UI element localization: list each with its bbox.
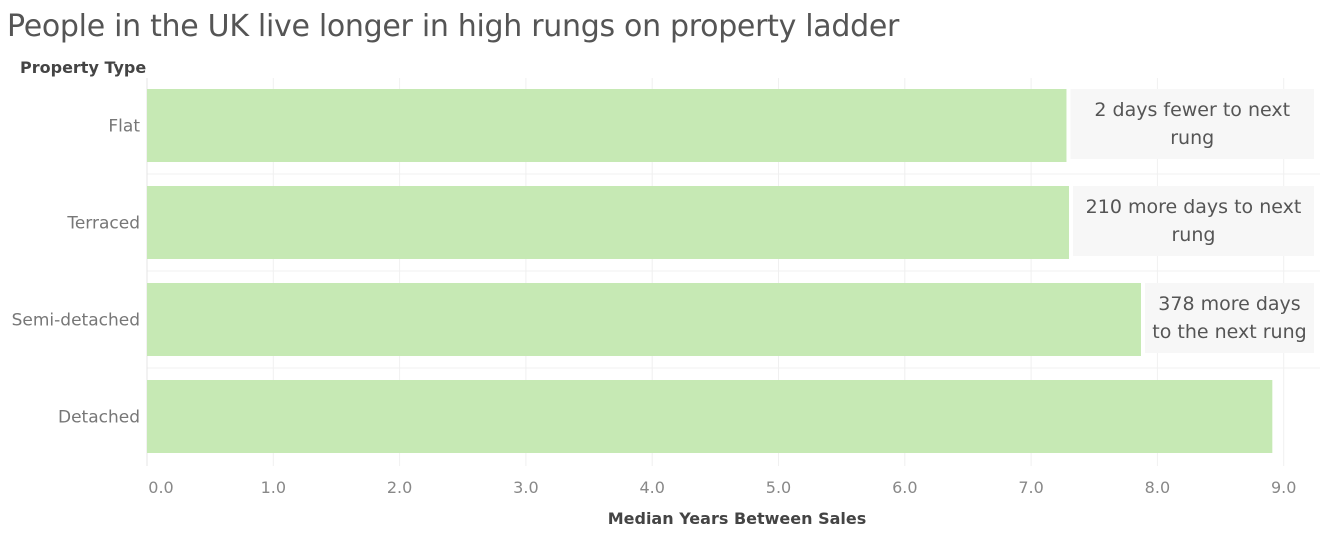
annotation-text: rung: [1172, 224, 1216, 246]
category-labels: Flat Terraced Semi-detached Detached: [12, 117, 141, 428]
bar-terraced: [147, 186, 1069, 259]
x-axis-title: Median Years Between Sales: [608, 509, 867, 528]
bar-flat: [147, 89, 1067, 162]
x-tick-label: 5.0: [766, 478, 791, 497]
x-tick-label: 3.0: [513, 478, 538, 497]
annotation-box: [1072, 186, 1314, 256]
bars-layer: [147, 89, 1273, 453]
annotation-text: 2 days fewer to next: [1094, 99, 1290, 121]
x-tick-label: 4.0: [639, 478, 664, 497]
annotation-box: [1144, 283, 1314, 353]
x-tick-label: 6.0: [892, 478, 917, 497]
x-tick-label: 0.0: [148, 478, 173, 497]
annotation-text: to the next rung: [1152, 321, 1306, 343]
bar-detached: [147, 380, 1273, 453]
x-tick-label: 1.0: [261, 478, 286, 497]
annotation-box: [1070, 89, 1314, 159]
x-tick-label: 8.0: [1145, 478, 1170, 497]
annotation-text: 378 more days: [1158, 293, 1300, 315]
chart-title: People in the UK live longer in high run…: [7, 9, 900, 44]
category-label: Semi-detached: [12, 311, 140, 331]
x-tick-label: 2.0: [387, 478, 412, 497]
x-tick-label: 9.0: [1271, 478, 1296, 497]
annotation-text: 210 more days to next: [1086, 196, 1302, 218]
annotations-layer: 2 days fewer to next rung 210 more days to…: [1070, 89, 1314, 353]
x-tick-label: 7.0: [1018, 478, 1043, 497]
category-label: Terraced: [66, 214, 140, 234]
x-axis-ticks: 0.0 1.0 2.0 3.0 4.0 5.0 6.0 7.0 8.0 9.0: [148, 478, 1296, 497]
category-label: Flat: [108, 117, 140, 137]
bar-semi-detached: [147, 283, 1141, 356]
category-label: Detached: [58, 408, 140, 428]
annotation-text: rung: [1170, 127, 1214, 149]
y-axis-title: Property Type: [20, 58, 146, 77]
